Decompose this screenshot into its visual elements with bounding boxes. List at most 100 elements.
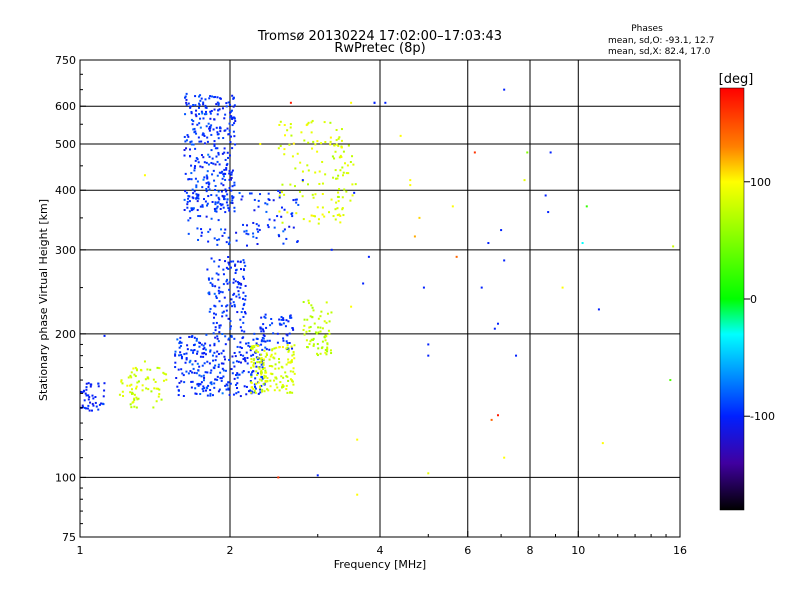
data-point [214, 147, 217, 150]
data-point [210, 161, 213, 164]
data-point [229, 325, 232, 328]
data-point [293, 185, 296, 188]
data-point [263, 367, 266, 370]
data-point [239, 346, 242, 349]
phases-o-mode: mean, sd,O: -93.1, 12.7 [608, 36, 714, 46]
data-point [245, 232, 248, 235]
data-point [307, 302, 310, 305]
data-point [126, 384, 129, 387]
data-point [200, 343, 203, 346]
data-point [262, 367, 265, 370]
data-point [308, 220, 311, 223]
data-point [87, 382, 90, 385]
data-point [184, 361, 187, 364]
data-point [223, 151, 226, 154]
data-point [216, 131, 219, 134]
data-point [317, 347, 320, 350]
data-point [196, 200, 199, 203]
data-point [319, 352, 322, 355]
x-tick-label: 1 [77, 544, 84, 557]
data-point [316, 150, 319, 153]
data-point [81, 404, 84, 407]
data-point [194, 159, 197, 162]
data-point [253, 383, 256, 386]
data-point [205, 215, 208, 218]
data-point [227, 261, 230, 264]
colorbar-tick-label: -100 [750, 410, 775, 423]
data-point [200, 234, 203, 237]
data-point [231, 169, 234, 172]
data-point [260, 357, 263, 360]
data-point [335, 201, 338, 204]
data-point [399, 134, 402, 137]
data-point [219, 207, 222, 210]
data-point [220, 190, 223, 193]
data-point [206, 136, 209, 139]
data-point [231, 116, 234, 119]
data-point [326, 350, 329, 353]
data-point [256, 372, 259, 375]
data-point [264, 355, 267, 358]
data-point [174, 353, 177, 356]
data-point [230, 173, 233, 176]
data-point [200, 154, 203, 157]
data-point [244, 284, 247, 287]
data-point [215, 296, 218, 299]
data-point [219, 377, 222, 380]
data-point [271, 349, 274, 352]
y-axis-label: Stationary phase Virtual Height [km] [37, 199, 50, 401]
data-point [255, 344, 258, 347]
data-point [202, 355, 205, 358]
data-point [206, 170, 209, 173]
data-point [218, 324, 221, 327]
data-point [250, 390, 253, 393]
data-point [277, 189, 280, 192]
data-point [581, 242, 584, 245]
data-point [232, 361, 235, 364]
y-tick-label: 75 [62, 531, 76, 544]
data-point [232, 116, 235, 119]
data-point [274, 376, 277, 379]
data-point [198, 104, 201, 107]
data-point [317, 326, 320, 329]
data-point [209, 228, 212, 231]
data-point [186, 203, 189, 206]
data-point [268, 218, 271, 221]
data-point [218, 163, 221, 166]
data-point [199, 215, 202, 218]
data-point [236, 372, 239, 375]
data-point [262, 337, 265, 340]
data-point [94, 395, 97, 398]
data-point [187, 178, 190, 181]
data-point [259, 385, 262, 388]
data-point [163, 372, 166, 375]
data-point [165, 378, 168, 381]
data-point [310, 304, 313, 307]
data-point [90, 409, 93, 412]
data-point [219, 203, 222, 206]
data-point [496, 322, 499, 325]
data-point [252, 235, 255, 238]
data-point [222, 369, 225, 372]
data-point [227, 243, 230, 246]
data-point [195, 339, 198, 342]
data-point [215, 103, 218, 106]
data-point [209, 371, 212, 374]
data-point [230, 115, 233, 118]
data-point [209, 95, 212, 98]
data-point [300, 131, 303, 134]
data-point [353, 191, 356, 194]
data-point [243, 230, 246, 233]
data-point [234, 263, 237, 266]
data-point [350, 305, 353, 308]
data-point [307, 141, 310, 144]
data-point [191, 207, 194, 210]
data-point [186, 206, 189, 209]
data-point [228, 337, 231, 340]
data-point [282, 317, 285, 320]
data-point [259, 386, 262, 389]
data-point [193, 336, 196, 339]
data-point [233, 210, 236, 213]
data-point [136, 381, 139, 384]
